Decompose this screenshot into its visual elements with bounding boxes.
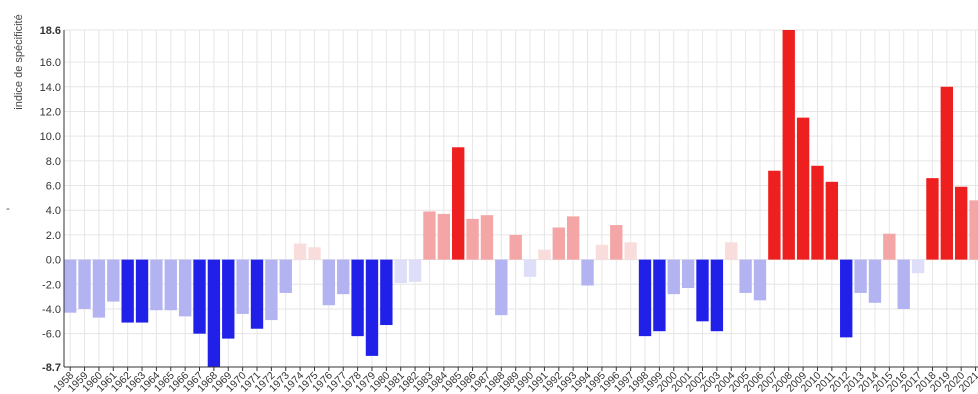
bar <box>653 259 666 332</box>
bar <box>667 259 680 295</box>
bar <box>739 259 752 293</box>
bar <box>969 200 978 260</box>
bar <box>308 247 321 260</box>
bar <box>796 117 810 260</box>
y-tick-label: -6.0 <box>42 329 61 341</box>
bar <box>581 259 594 286</box>
bar <box>408 259 422 282</box>
bar <box>164 259 177 311</box>
y-tick-label: 16.0 <box>40 57 61 69</box>
bar <box>64 259 77 313</box>
bar <box>351 259 364 337</box>
bar <box>595 244 609 260</box>
bar <box>135 259 149 323</box>
bar <box>107 259 120 302</box>
x-tick-labels: 1958195919601961196219631964196519661967… <box>51 370 978 394</box>
bar <box>825 181 839 260</box>
bar <box>394 259 407 284</box>
y-tick-label: 2.0 <box>46 230 61 242</box>
y-tick-label: -4.0 <box>42 304 61 316</box>
bar <box>293 243 307 260</box>
bar <box>466 218 479 260</box>
y-tick-label: 8.0 <box>46 156 61 168</box>
bar <box>897 259 910 309</box>
bar <box>566 216 580 260</box>
bar <box>926 178 939 260</box>
bar <box>955 186 968 260</box>
bar <box>753 259 767 301</box>
y-tick-label: 10.0 <box>40 131 61 143</box>
bar <box>265 259 278 321</box>
bar <box>782 30 795 260</box>
axes <box>63 30 978 371</box>
bar <box>610 225 623 260</box>
bar <box>523 259 537 277</box>
bar <box>365 259 379 356</box>
bar <box>193 259 206 334</box>
bar <box>638 259 652 337</box>
y-tick-label: 4.0 <box>46 205 61 217</box>
y-tick-label: 0.0 <box>46 255 61 267</box>
bar <box>854 259 867 293</box>
bar <box>178 259 192 317</box>
y-tick-label: 14.0 <box>40 82 61 94</box>
bar <box>911 259 925 274</box>
bar <box>696 259 709 322</box>
bar <box>624 242 637 260</box>
bar <box>840 259 853 338</box>
y-tick-label: -2.0 <box>42 279 61 291</box>
bar <box>250 259 264 329</box>
bar <box>811 165 824 260</box>
y-tick-label: 18.6 <box>40 25 61 37</box>
bar <box>92 259 106 318</box>
bar <box>552 227 565 260</box>
bar <box>207 259 221 367</box>
y-tick-labels: 18.6 16.0 14.0 12.0 10.0 8.0 6.0 4.0 2.0 0.0 -2.0 -… <box>40 25 61 374</box>
bar <box>236 259 249 314</box>
bar <box>279 259 292 293</box>
bar <box>538 249 551 260</box>
bar <box>150 259 163 311</box>
bar <box>322 259 336 306</box>
bar <box>78 259 91 309</box>
y-tick-label: -8.7 <box>42 362 61 374</box>
bar <box>509 234 522 260</box>
y-axis-label: indice de spécificité <box>13 14 25 109</box>
bar <box>480 215 494 260</box>
bar <box>121 259 134 323</box>
y-axis-side-mark: - <box>6 203 10 215</box>
bars <box>64 30 978 367</box>
bar <box>681 259 695 288</box>
bar <box>423 211 436 260</box>
y-tick-label: 6.0 <box>46 181 61 193</box>
bar <box>380 259 393 326</box>
bar <box>337 259 350 295</box>
bar <box>940 86 953 260</box>
bar <box>883 233 896 260</box>
bar <box>725 242 738 260</box>
bar <box>222 259 235 339</box>
bar <box>437 213 451 260</box>
bar <box>495 259 508 316</box>
bar <box>710 259 724 332</box>
bar <box>868 259 882 303</box>
y-tick-label: 12.0 <box>40 106 61 118</box>
bar <box>768 170 781 260</box>
bar <box>452 147 465 260</box>
